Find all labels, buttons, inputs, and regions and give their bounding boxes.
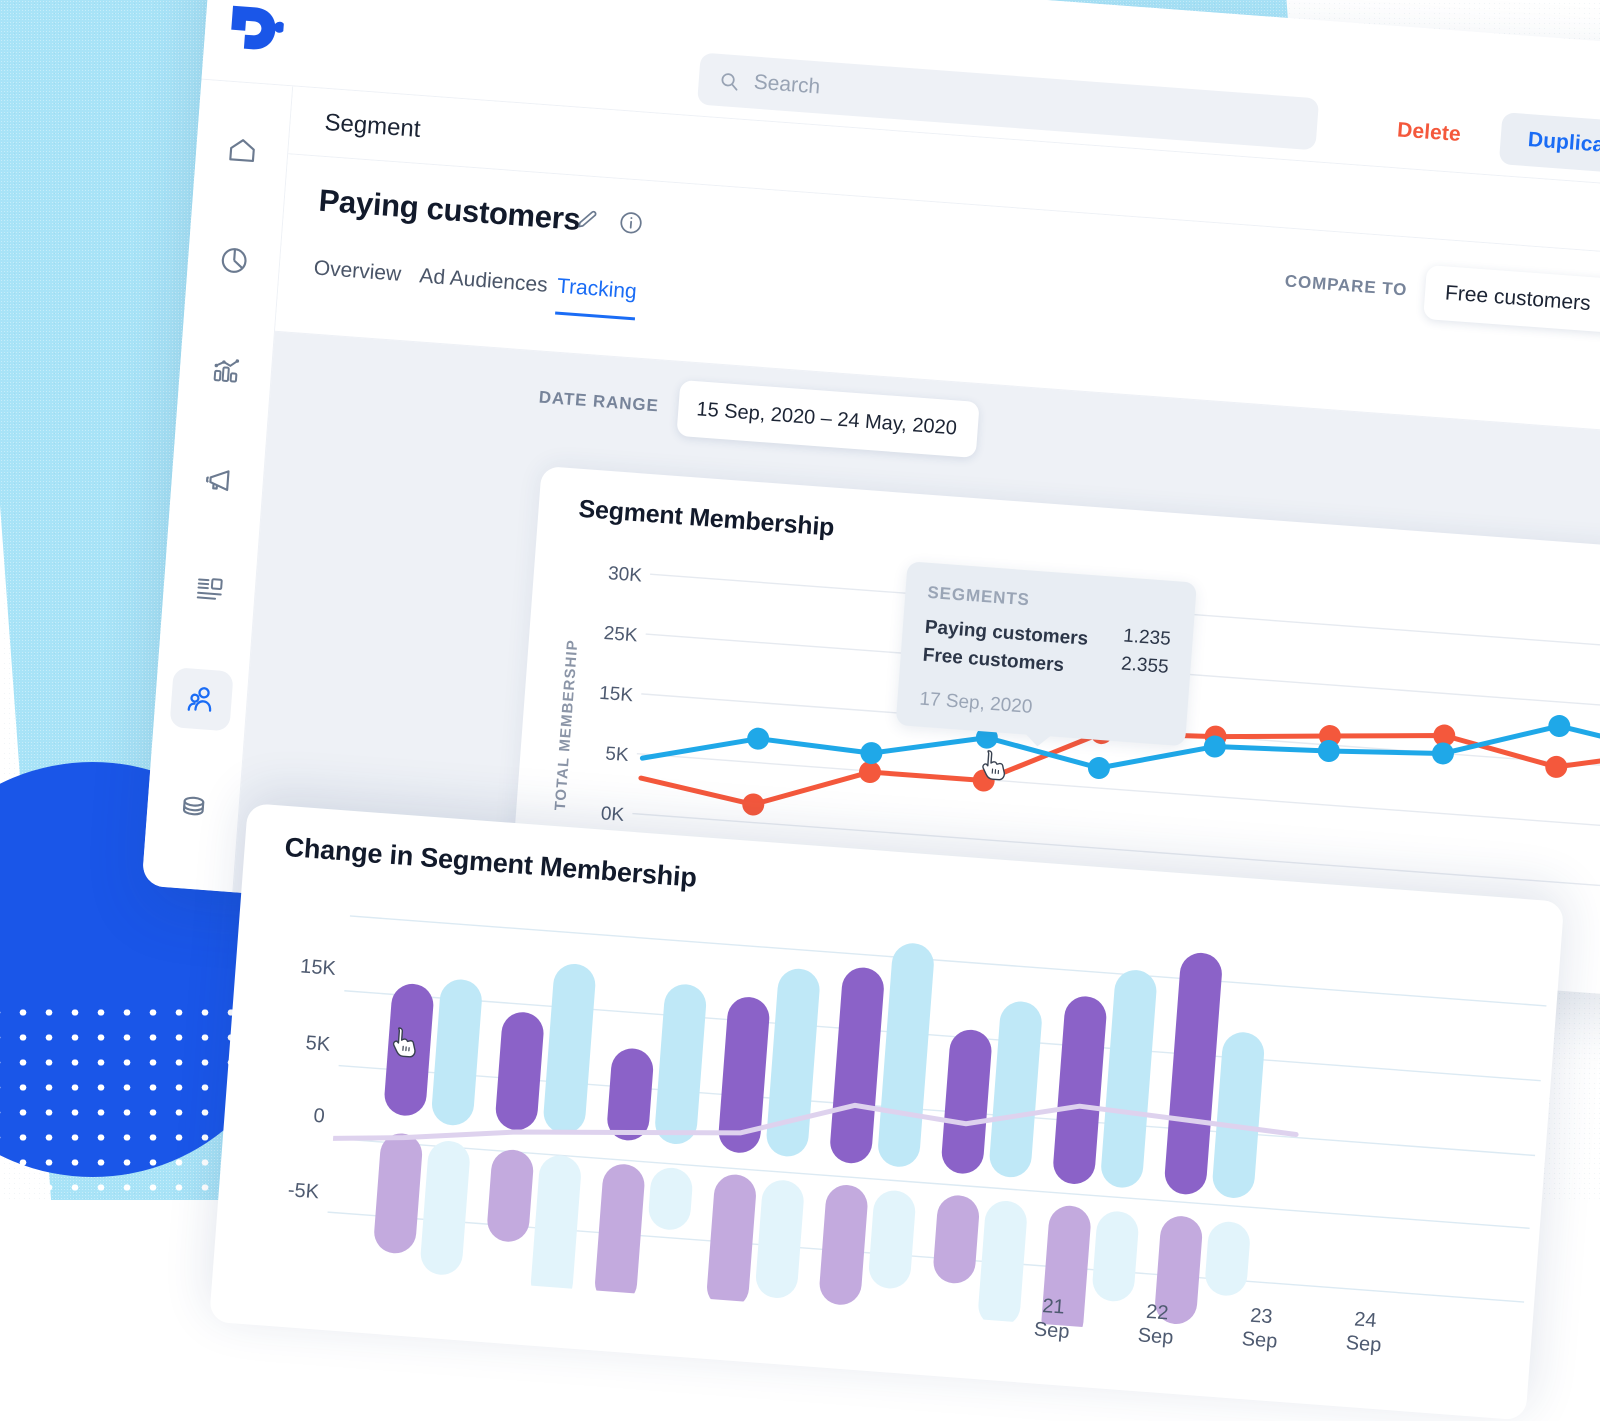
dot-digital-logo [222,0,286,57]
audience-icon [184,682,218,716]
tab-tracking[interactable]: Tracking [555,275,637,321]
compare-to-value: Free customers [1444,281,1591,316]
analytics-icon [209,353,243,387]
breadcrumb-segment[interactable]: Segment [324,108,422,143]
tab-overview[interactable]: Overview [312,256,402,299]
sidebar-item-campaigns[interactable] [186,448,250,512]
bar-chart-plot [323,871,1550,1360]
line-ytick-4: 0K [561,800,624,827]
bar-ytick-2: 0 [254,1100,326,1128]
home-icon [225,134,259,168]
content-icon [193,572,227,606]
info-icon[interactable] [617,209,645,237]
sidebar-item-reports[interactable] [202,228,266,292]
bar-group-4[interactable] [818,938,935,1310]
line-chart-title: Segment Membership [578,495,836,543]
date-range-label: DATE RANGE [538,388,659,417]
compare-to-label: COMPARE TO [1284,271,1408,300]
database-icon [176,792,210,826]
chart-tooltip: SEGMENTS Paying customers 1.235 Free cus… [896,561,1197,746]
bar-group-5[interactable] [929,996,1043,1328]
change-in-segment-membership-card: Change in Segment Membership 15K 5K 0 -5… [209,803,1564,1421]
tooltip-row-value-0: 1.235 [1122,625,1171,650]
compare-to-select[interactable]: Free customers [1423,265,1600,341]
tooltip-header: SEGMENTS [927,583,1031,611]
date-range-control: DATE RANGE 15 Sep, 2020 – 24 May, 2020 [537,370,980,458]
page-title: Paying customers [317,183,581,238]
tooltip-row-value-1: 2.355 [1120,653,1169,678]
search-icon [718,69,740,91]
tooltip-arrow [1024,733,1051,747]
line-ytick-1: 25K [575,621,638,648]
pie-chart-icon [217,243,251,277]
tooltip-row-name-1: Free customers [922,645,1065,677]
bar-group-7[interactable] [1154,951,1272,1329]
sidebar-item-audience[interactable] [169,667,233,731]
bar-chart-trendline [333,1051,1297,1211]
bar-ytick-3: -5K [248,1176,320,1204]
duplicate-button[interactable]: Duplicate [1499,112,1600,175]
bar-ytick-0: 15K [265,953,337,981]
sidebar-item-data[interactable] [161,777,225,841]
bar-group-0[interactable] [371,974,483,1276]
tooltip-date: 17 Sep, 2020 [919,689,1033,719]
line-ytick-0: 30K [579,561,642,588]
date-range-picker[interactable]: 15 Sep, 2020 – 24 May, 2020 [677,380,980,458]
line-ytick-2: 15K [570,681,633,708]
tab-ad-audiences[interactable]: Ad Audiences [418,264,549,310]
bar-group-2[interactable] [594,979,708,1309]
date-range-value: 15 Sep, 2020 – 24 May, 2020 [696,398,958,440]
delete-button[interactable]: Delete [1377,103,1481,162]
search-placeholder: Search [753,71,821,100]
megaphone-icon [201,463,235,497]
bar-group-6[interactable] [1040,965,1158,1347]
bar-group-3[interactable] [706,964,822,1314]
pencil-icon[interactable] [573,206,601,234]
sidebar-item-analytics[interactable] [194,338,258,402]
sidebar-item-home[interactable] [210,119,274,183]
line-ytick-3: 5K [566,741,629,768]
bar-ytick-1: 5K [259,1029,331,1057]
compare-to-control: COMPARE TO Free customers [1283,255,1600,342]
sidebar-item-content[interactable] [178,557,242,621]
